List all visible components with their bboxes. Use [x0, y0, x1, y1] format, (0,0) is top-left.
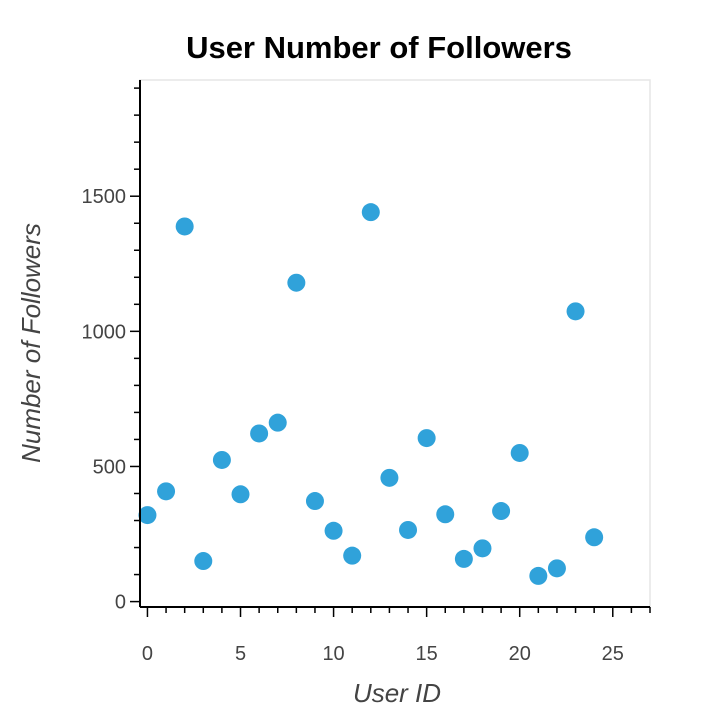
data-point: [529, 566, 548, 585]
data-point: [380, 468, 399, 487]
plot-frame: [139, 79, 651, 608]
y-tick-label: 500: [93, 456, 126, 478]
data-point: [138, 506, 157, 525]
data-point: [585, 528, 604, 547]
y-tick-label: 1000: [82, 321, 127, 343]
data-point: [305, 492, 324, 511]
data-point: [454, 549, 473, 568]
y-axis-label: Number of Followers: [16, 223, 46, 463]
data-point: [157, 482, 176, 501]
x-tick-label: 25: [602, 643, 624, 665]
data-point: [324, 521, 343, 540]
data-point: [547, 559, 566, 578]
data-point: [436, 505, 455, 524]
data-points: [138, 203, 604, 585]
x-tick-label: 5: [235, 643, 246, 665]
data-point: [361, 203, 380, 222]
data-point: [212, 450, 231, 469]
y-tick-label: 1500: [82, 186, 127, 208]
data-point: [175, 217, 194, 236]
data-point: [268, 413, 287, 432]
data-point: [399, 520, 418, 539]
data-point: [492, 502, 511, 521]
chart-title: User Number of Followers: [186, 30, 572, 65]
data-point: [473, 539, 492, 558]
data-point: [231, 485, 250, 504]
x-tick-label: 20: [509, 643, 531, 665]
y-tick-label: 0: [115, 592, 126, 614]
x-tick-label: 15: [416, 643, 438, 665]
data-point: [194, 552, 213, 571]
data-point: [566, 302, 585, 321]
data-point: [510, 443, 529, 462]
data-point: [250, 424, 269, 443]
data-point: [287, 273, 306, 292]
x-axis-label: User ID: [353, 678, 441, 708]
x-tick-label: 0: [142, 643, 153, 665]
data-point: [343, 546, 362, 565]
x-tick-label: 10: [322, 643, 344, 665]
y-axis-ticks: 0 500 1000 1500: [82, 87, 140, 614]
x-axis-ticks: 0 5 10 15 20 25: [142, 607, 651, 665]
data-point: [417, 429, 436, 448]
